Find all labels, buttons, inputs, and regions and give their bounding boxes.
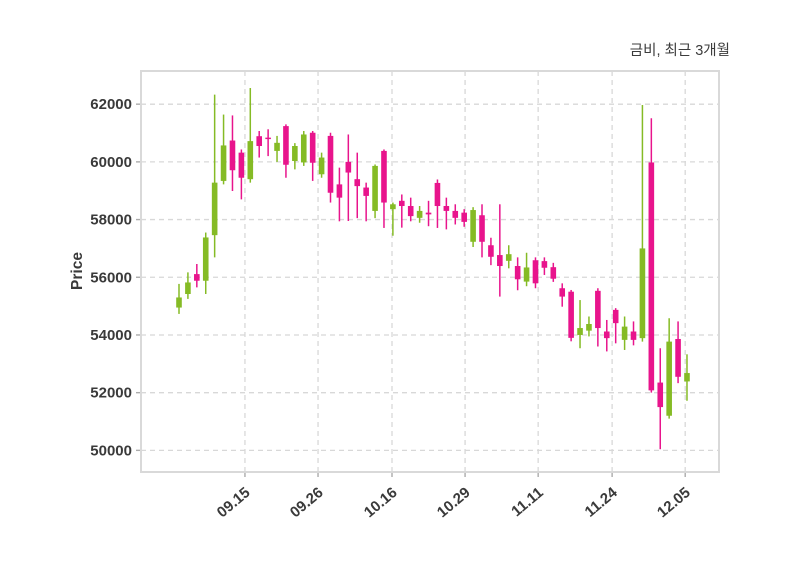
candle-down [532,257,539,289]
candle-up [470,207,476,247]
candle-down [595,288,601,347]
candle-up [211,94,218,258]
candle-down [461,209,467,227]
plot-border [140,70,720,473]
x-tick-label: 12.05 [654,484,694,521]
candle-down [309,131,316,181]
candle-up [505,245,512,269]
y-tick-label: 56000 [90,269,132,286]
candle-down [434,179,441,228]
candle-down [238,149,245,200]
x-tick-label: 11.11 [508,484,546,520]
candle-down [648,118,655,393]
candle-down [381,149,387,228]
candle-down [283,124,289,178]
plot-area [140,70,720,473]
candle-up [390,202,396,236]
candle-down [256,131,263,158]
candle-down [327,132,334,203]
x-tick-label: 09.15 [214,484,254,521]
y-tick-label: 62000 [90,96,132,113]
candle-down [559,283,566,307]
candle-up [621,316,628,350]
candle-down [675,321,681,384]
candle-layer [176,88,690,450]
y-tick-label: 52000 [90,385,132,402]
candle-up [318,152,325,178]
candle-down [265,129,271,157]
candle-down [354,152,361,219]
candle-down [568,289,574,342]
candle-down [479,204,485,258]
grid-layer [141,71,719,472]
candle-down [550,262,557,282]
candle-down [425,200,432,227]
candle-down [630,321,637,346]
candle-down [488,237,494,266]
candle-down [363,182,369,222]
candle-up [684,354,690,401]
chart-title: 금비, 최근 3개월 [630,42,730,59]
candle-up [176,283,182,314]
candle-up [586,316,592,337]
candle-down [407,197,414,222]
candle-up [372,164,378,219]
y-tick-label: 54000 [90,327,132,344]
candle-down [336,167,343,222]
candle-up [577,300,583,349]
candle-down [541,257,548,275]
candle-up [300,131,307,166]
candle-up [202,232,209,295]
x-tick-label: 10.29 [434,484,474,521]
y-tick-label: 58000 [90,212,132,229]
y-tick-label: 60000 [90,154,132,171]
candle-up [523,252,530,287]
candle-up [247,88,254,183]
candle-down [657,348,664,450]
candle-down [345,134,352,222]
candle-down [452,204,459,225]
candle-down [194,263,200,288]
y-axis-label: Price [69,252,86,290]
candle-up [639,105,646,342]
candle-down [514,257,521,291]
y-tick-label: 50000 [90,442,132,459]
candle-up [292,143,298,170]
x-tick-label: 10.16 [361,484,401,521]
candle-up [185,272,191,299]
x-tick-label: 11.24 [582,484,622,521]
candle-down [443,197,450,230]
candle-up [220,114,227,185]
candle-down [497,204,503,297]
candle-down [399,194,405,228]
candle-up [274,135,280,162]
candle-down [612,308,619,344]
candle-down [229,115,236,192]
candle-down [603,319,610,352]
candle-up [666,318,672,419]
x-tick-label: 09.26 [287,484,327,521]
candle-up [416,206,423,223]
